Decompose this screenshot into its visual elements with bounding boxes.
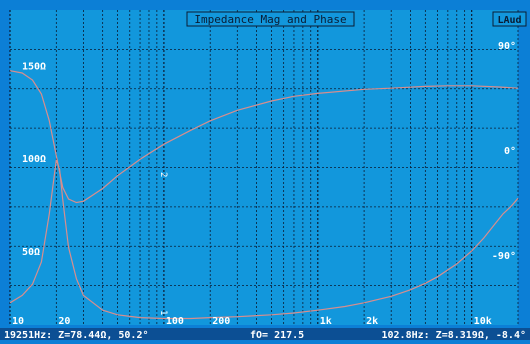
- badge-box: [492, 11, 527, 27]
- status-left: 19251Hz: Z=78.44Ω, 50.2°: [4, 330, 149, 340]
- y-tick-label-left: 150Ω: [22, 62, 46, 73]
- x-tick-label: 10k: [474, 316, 492, 327]
- status-right: 102.8Hz: Z=8.319Ω, -8.4°: [382, 330, 527, 340]
- cursor-marker: 1: [158, 310, 168, 315]
- cursor-markers: 21: [158, 172, 168, 315]
- x-tick-label: 200: [212, 316, 230, 327]
- tick-labels: 10 20 100 200 1k 2k 10k 50Ω 100Ω 150Ω 90° 0° -90°: [12, 41, 516, 327]
- x-tick-label: 20: [58, 316, 70, 327]
- x-tick-label: 2k: [366, 316, 378, 327]
- status-center: fO= 217.5: [250, 330, 304, 340]
- y-tick-label-right: 0°: [504, 146, 516, 157]
- y-tick-label-left: 100Ω: [22, 154, 46, 165]
- y-tick-label-right: -90°: [492, 251, 516, 262]
- phase-curve: [9, 70, 519, 204]
- y-tick-label-right: 90°: [498, 41, 516, 52]
- curves: [9, 70, 519, 320]
- cursor-marker: 2: [158, 172, 168, 177]
- status-bar: [0, 328, 530, 340]
- title-box: [186, 11, 355, 27]
- laud-badge: LAud: [497, 15, 521, 26]
- x-tick-label: 1k: [320, 316, 332, 327]
- grid: [9, 10, 519, 325]
- chart-title: Impedance Mag and Phase: [194, 13, 346, 26]
- y-tick-label-left: 50Ω: [22, 247, 40, 258]
- x-tick-label: 100: [166, 316, 184, 327]
- x-tick-label: 10: [12, 316, 24, 327]
